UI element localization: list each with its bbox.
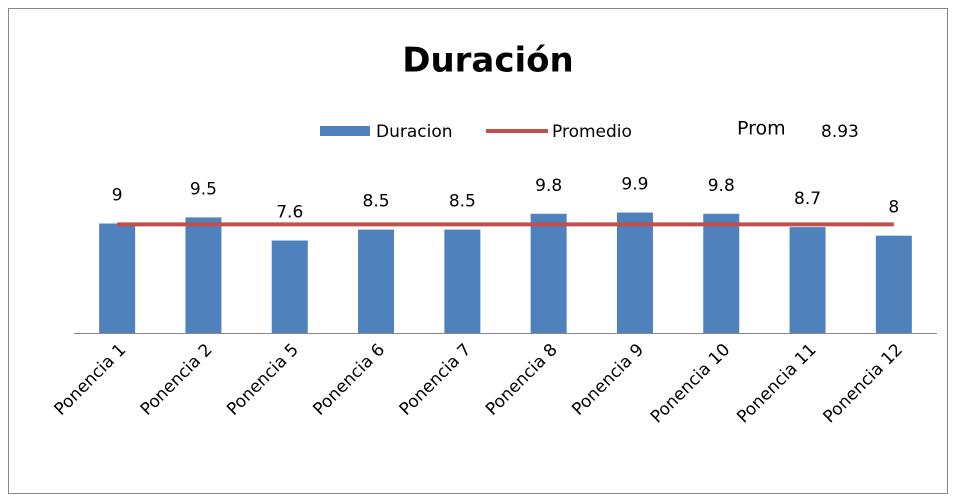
legend-label: Duracion [376,122,453,142]
chart-title: Duración [402,41,574,81]
bar [616,212,653,333]
data-label: 7.6 [276,203,303,223]
bar [271,240,308,333]
bar [185,217,222,333]
data-label: 8.5 [449,192,476,212]
bar [99,223,136,333]
bar [875,235,912,333]
data-label: 9.5 [190,179,217,199]
legend-label: Promedio [552,122,632,142]
bar [530,213,567,333]
data-label: 9.9 [621,175,648,195]
data-label: 8.5 [363,192,390,212]
bar [358,229,395,333]
annotation: 8.93 [821,122,859,142]
legend-swatch [320,126,370,136]
bar [703,213,740,333]
data-label: 9.8 [708,176,735,196]
data-label: 9 [112,186,123,206]
data-label: 9.8 [535,176,562,196]
bar [444,229,481,333]
data-label: 8.7 [794,189,821,209]
annotation: Prom [737,118,786,140]
bar [789,227,826,333]
data-label: 8 [888,198,899,218]
